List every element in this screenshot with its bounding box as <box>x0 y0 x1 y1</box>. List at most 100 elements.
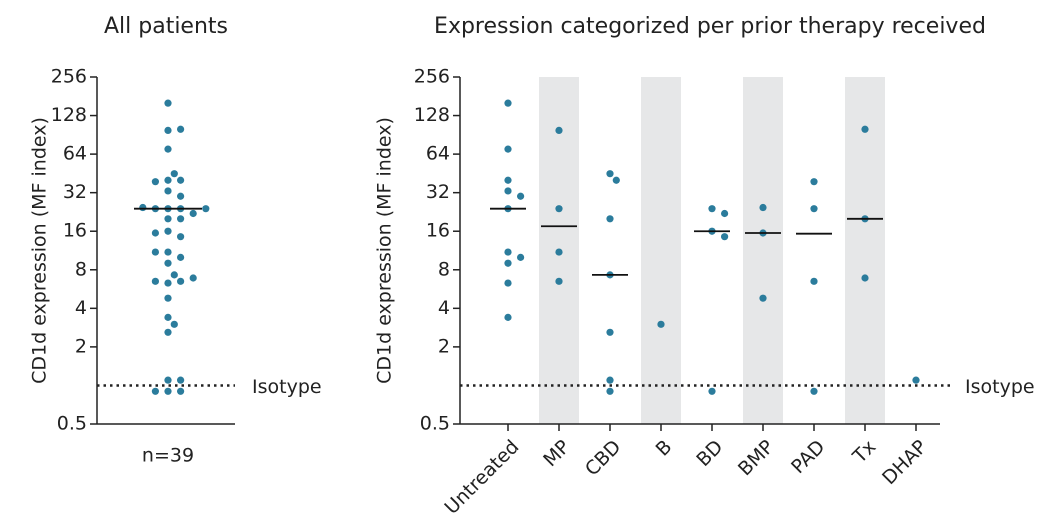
y-tick-label: 256 <box>414 66 450 88</box>
dot <box>177 192 185 200</box>
x-tick-label: B <box>652 436 677 461</box>
dot <box>810 205 818 213</box>
dot <box>504 248 512 256</box>
dot <box>170 170 178 178</box>
dot <box>721 209 729 218</box>
y-tick-label: 256 <box>51 66 87 88</box>
dot <box>708 387 716 395</box>
dot <box>164 328 172 336</box>
dot <box>555 277 563 285</box>
dot <box>151 387 159 395</box>
dot <box>177 176 185 184</box>
dot <box>151 178 159 186</box>
y-tick-label: 4 <box>438 297 450 319</box>
dot <box>151 277 159 285</box>
dot <box>164 294 172 302</box>
x-tick-label: n=39 <box>142 445 194 467</box>
dot <box>555 248 563 256</box>
x-tick-label: MP <box>539 436 574 471</box>
panel-title: All patients <box>104 14 228 39</box>
dot <box>657 320 665 328</box>
dot <box>202 205 210 213</box>
dot <box>517 192 525 200</box>
dot <box>177 233 185 241</box>
band-shade <box>641 77 681 424</box>
dot <box>164 248 172 256</box>
panel-title: Expression categorized per prior therapy… <box>434 14 986 39</box>
dot <box>164 387 172 395</box>
dot <box>177 125 185 133</box>
y-tick-label: 2 <box>75 335 87 357</box>
dot <box>164 227 172 235</box>
x-tick-label: BMP <box>734 436 778 480</box>
dot <box>606 376 614 384</box>
x-tick-label: Tx <box>848 436 880 468</box>
dot <box>164 279 172 287</box>
dot <box>177 253 185 261</box>
band-shade <box>743 77 783 424</box>
y-tick-label: 0.5 <box>57 413 87 435</box>
dot <box>151 248 159 256</box>
y-tick-label: 32 <box>426 181 450 203</box>
dot <box>164 376 172 384</box>
dot <box>189 209 197 218</box>
y-tick-label: 64 <box>63 143 87 165</box>
dot <box>189 274 197 282</box>
x-tick-label: CBD <box>581 436 626 481</box>
dot <box>504 145 512 153</box>
dot <box>721 233 729 241</box>
dot <box>139 203 147 212</box>
dot <box>810 387 818 395</box>
dot <box>810 178 818 186</box>
y-tick-label: 16 <box>426 220 450 242</box>
dot <box>164 313 172 321</box>
dot <box>759 294 767 302</box>
dot <box>759 203 767 212</box>
dot <box>606 170 614 178</box>
dot <box>861 274 869 282</box>
dot <box>504 99 512 107</box>
dot <box>912 376 920 384</box>
y-tick-label: 8 <box>75 258 87 280</box>
dot <box>164 99 172 107</box>
dot <box>170 271 178 279</box>
isotype-label: Isotype <box>252 376 322 398</box>
dot <box>164 145 172 153</box>
y-axis-label: CD1d expression (MF index) <box>374 117 396 384</box>
dot <box>164 259 172 267</box>
dot <box>177 215 185 223</box>
dot <box>177 277 185 285</box>
y-tick-label: 64 <box>426 143 450 165</box>
dot <box>708 205 716 213</box>
y-axis-label: CD1d expression (MF index) <box>29 117 51 384</box>
y-tick-label: 0.5 <box>420 413 450 435</box>
band-shade <box>845 77 885 424</box>
isotype-label: Isotype <box>965 376 1035 398</box>
dot <box>504 279 512 287</box>
dot <box>606 328 614 336</box>
dot <box>170 320 178 328</box>
dot <box>810 277 818 285</box>
dot <box>164 126 172 135</box>
dot <box>504 259 512 267</box>
y-tick-label: 8 <box>438 258 450 280</box>
y-tick-label: 128 <box>51 104 87 126</box>
dot <box>177 376 185 384</box>
dot <box>606 387 614 395</box>
x-tick-label: DHAP <box>878 436 931 489</box>
dot <box>504 187 512 195</box>
y-tick-label: 16 <box>63 220 87 242</box>
dot <box>861 125 869 133</box>
dot <box>606 215 614 223</box>
dot <box>151 229 159 237</box>
dot <box>517 253 525 261</box>
dot <box>164 187 172 195</box>
x-tick-label: BD <box>692 436 727 471</box>
dot <box>555 205 563 213</box>
x-tick-label: PAD <box>787 436 829 478</box>
y-tick-label: 2 <box>438 335 450 357</box>
x-tick-label: Untreated <box>440 436 523 519</box>
dot <box>164 176 172 184</box>
y-tick-label: 4 <box>75 297 87 319</box>
